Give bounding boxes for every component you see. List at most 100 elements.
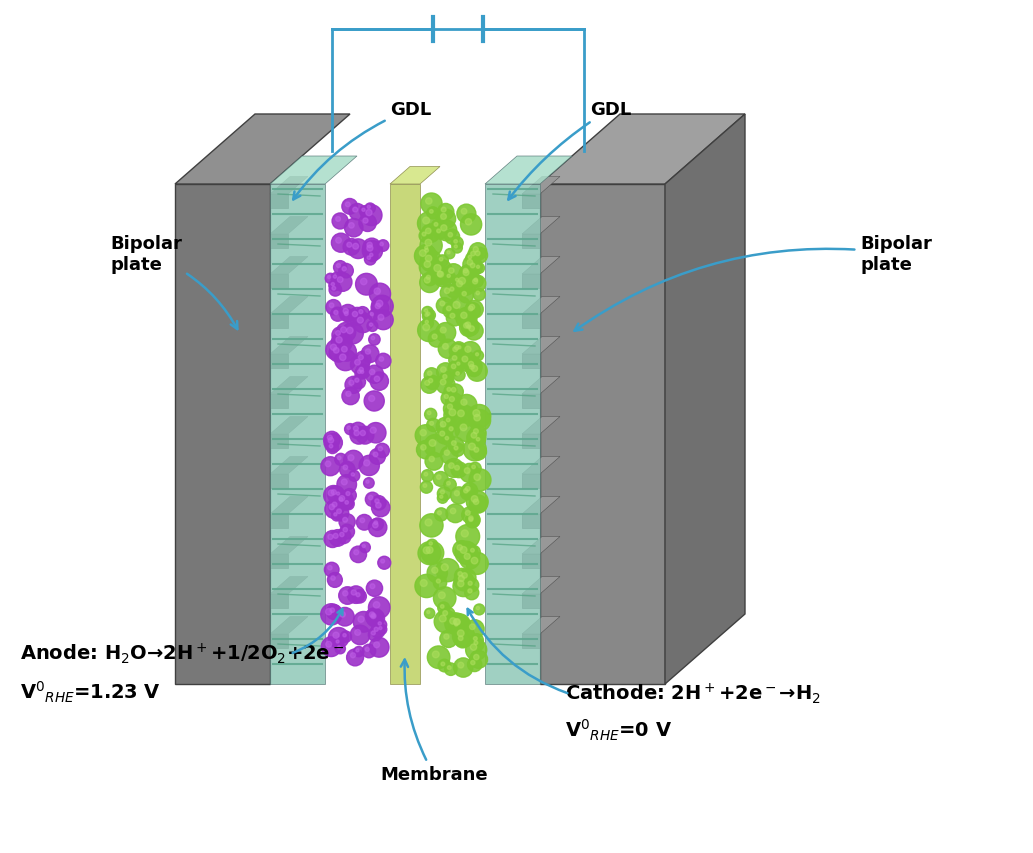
Polygon shape [270, 194, 288, 209]
Circle shape [456, 344, 466, 354]
Circle shape [462, 292, 466, 297]
Circle shape [332, 490, 337, 495]
Circle shape [375, 444, 389, 458]
Circle shape [376, 301, 383, 307]
Circle shape [443, 375, 447, 380]
Circle shape [425, 314, 429, 317]
Circle shape [328, 281, 340, 292]
Circle shape [433, 651, 439, 658]
Circle shape [425, 278, 430, 284]
Circle shape [420, 430, 427, 437]
Circle shape [467, 429, 486, 448]
Circle shape [467, 260, 473, 266]
Circle shape [370, 449, 385, 465]
Circle shape [349, 223, 354, 229]
Circle shape [433, 267, 453, 287]
Circle shape [453, 619, 461, 625]
Circle shape [441, 392, 455, 406]
Circle shape [370, 370, 375, 375]
Circle shape [335, 492, 353, 511]
Circle shape [332, 283, 335, 287]
Circle shape [419, 514, 443, 537]
Circle shape [324, 434, 342, 452]
Circle shape [327, 535, 333, 540]
Circle shape [350, 625, 370, 645]
Circle shape [451, 243, 463, 253]
Circle shape [444, 459, 463, 478]
Text: GDL: GDL [508, 101, 631, 200]
Circle shape [471, 638, 483, 651]
Circle shape [470, 651, 488, 669]
Circle shape [371, 337, 375, 340]
Circle shape [472, 248, 488, 264]
Text: Membrane: Membrane [380, 659, 488, 783]
Circle shape [343, 466, 348, 470]
Circle shape [422, 245, 433, 255]
Circle shape [469, 444, 475, 450]
Circle shape [342, 323, 364, 345]
Circle shape [370, 323, 373, 327]
Circle shape [425, 247, 428, 250]
Circle shape [327, 436, 333, 440]
Circle shape [337, 343, 356, 362]
Polygon shape [522, 218, 560, 235]
Circle shape [370, 373, 388, 391]
Circle shape [469, 305, 475, 310]
Circle shape [340, 462, 355, 478]
Circle shape [348, 308, 366, 326]
Circle shape [332, 333, 352, 353]
Circle shape [453, 659, 473, 677]
Circle shape [467, 326, 471, 329]
Polygon shape [486, 185, 540, 684]
Circle shape [355, 368, 367, 380]
Polygon shape [522, 315, 540, 328]
Circle shape [376, 624, 386, 635]
Circle shape [369, 496, 373, 500]
Circle shape [437, 256, 448, 267]
Circle shape [460, 547, 467, 554]
Polygon shape [270, 497, 308, 514]
Circle shape [436, 299, 452, 314]
Circle shape [370, 612, 375, 618]
Circle shape [447, 666, 451, 670]
Polygon shape [270, 337, 308, 355]
Circle shape [462, 484, 477, 499]
Circle shape [425, 262, 431, 268]
Circle shape [465, 303, 480, 319]
Circle shape [473, 500, 478, 505]
Circle shape [441, 214, 446, 220]
Polygon shape [270, 595, 288, 608]
Circle shape [338, 456, 341, 460]
Circle shape [339, 498, 343, 502]
Circle shape [347, 426, 350, 430]
Circle shape [366, 480, 369, 484]
Circle shape [359, 519, 365, 523]
Circle shape [419, 273, 440, 293]
Polygon shape [270, 417, 308, 434]
Circle shape [466, 553, 489, 575]
Circle shape [474, 415, 480, 421]
Circle shape [456, 372, 460, 376]
Circle shape [462, 357, 468, 363]
Circle shape [356, 649, 359, 652]
Circle shape [354, 431, 359, 436]
Circle shape [366, 366, 383, 384]
Circle shape [434, 268, 450, 286]
Circle shape [321, 637, 341, 657]
Circle shape [323, 432, 340, 449]
Circle shape [465, 347, 471, 353]
Circle shape [453, 369, 465, 381]
Circle shape [325, 461, 331, 467]
Circle shape [336, 337, 342, 344]
Circle shape [458, 569, 476, 587]
Circle shape [455, 491, 460, 496]
Circle shape [367, 580, 382, 596]
Circle shape [425, 519, 432, 526]
Circle shape [426, 376, 439, 390]
Circle shape [449, 614, 470, 635]
Circle shape [434, 265, 441, 272]
Circle shape [453, 273, 476, 296]
Circle shape [424, 548, 430, 554]
Circle shape [451, 462, 467, 479]
Polygon shape [522, 275, 540, 288]
